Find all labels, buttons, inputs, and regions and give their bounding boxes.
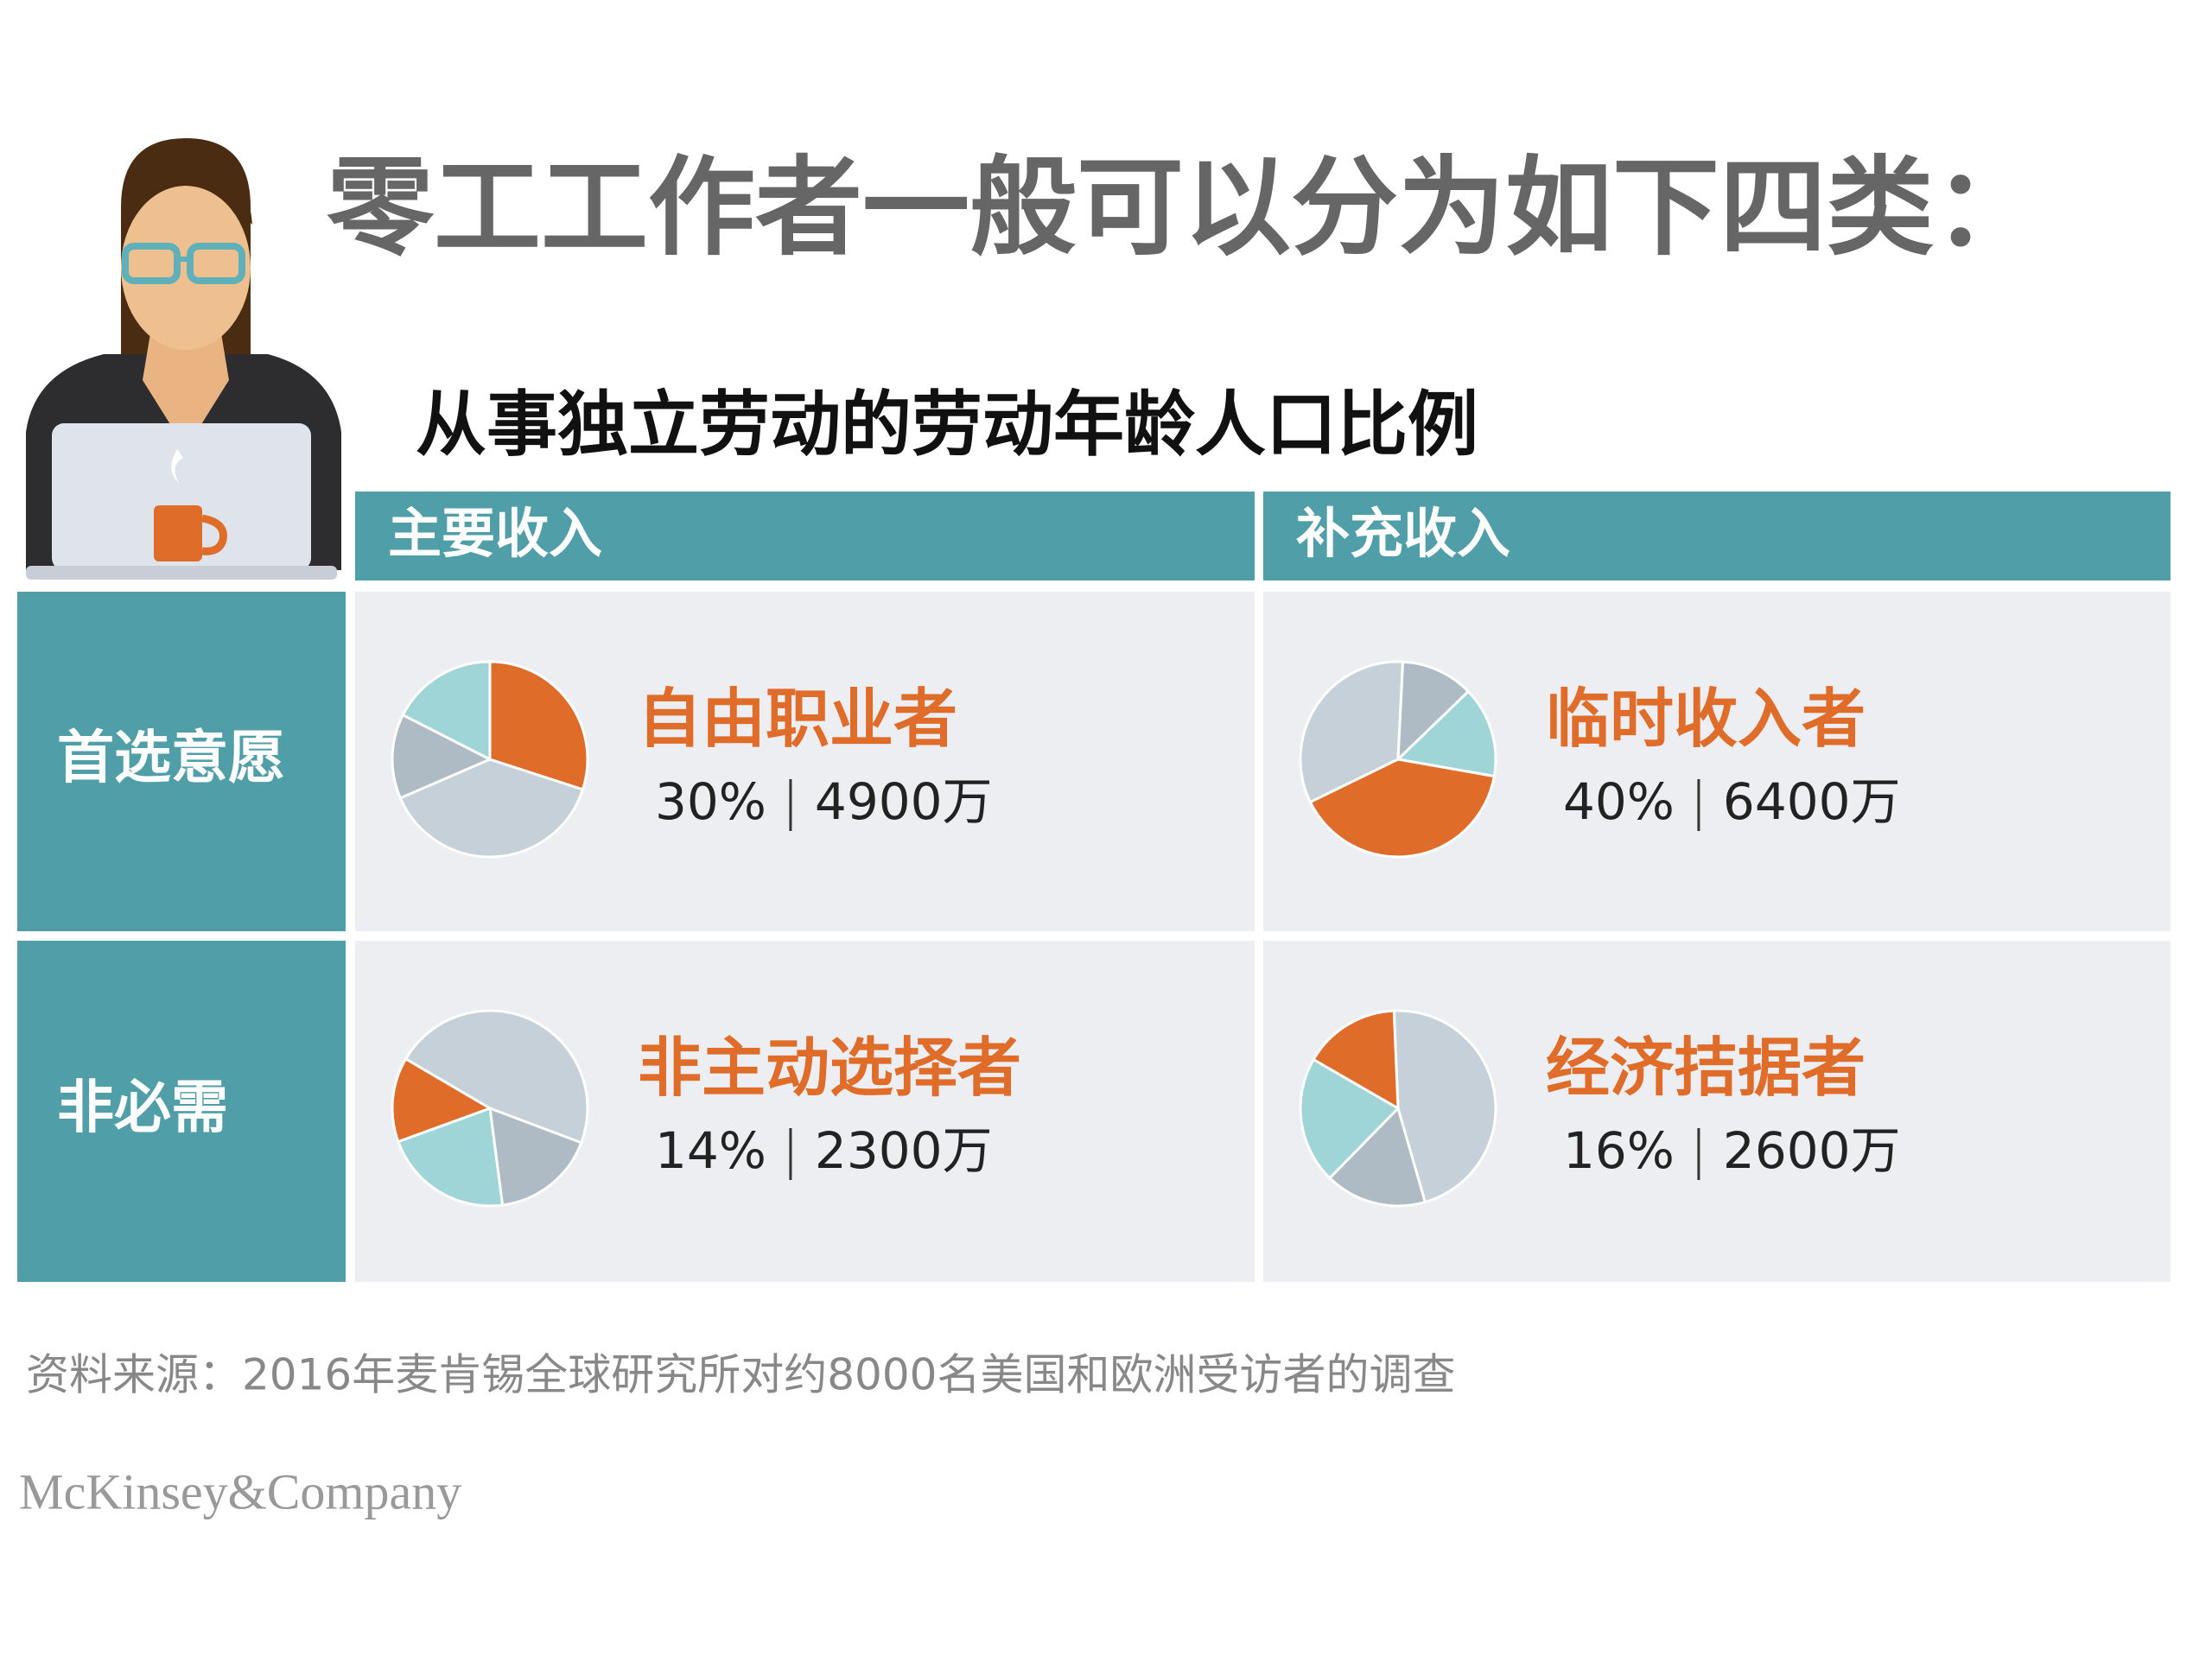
pie-slice-other [488, 1106, 583, 1207]
count-label: 2300万 [815, 1121, 993, 1180]
pie-slice-other [1327, 1106, 1427, 1208]
percent-label: 30% [655, 772, 766, 831]
percent-label: 14% [655, 1121, 766, 1180]
row-header-label: 首选意愿 [57, 725, 285, 791]
percent-label: 16% [1563, 1121, 1675, 1180]
category-label: 自由职业者 [638, 682, 957, 757]
pie-slice-other [401, 660, 492, 762]
column-header [355, 492, 1255, 580]
count-label: 4900万 [815, 772, 993, 831]
count-label: 2600万 [1723, 1121, 1901, 1180]
pie-slice [1308, 758, 1497, 859]
pie-slice-other [1392, 1009, 1497, 1204]
pie-slice-other [404, 1009, 589, 1145]
pie-slice-other [1395, 689, 1497, 778]
category-label: 临时收入者 [1546, 682, 1866, 757]
pie-slice-other [1396, 660, 1471, 763]
count-label: 6400万 [1723, 772, 1901, 831]
row-header-label: 非必需 [57, 1075, 228, 1141]
pie-slice [488, 660, 589, 791]
pie-slice [1312, 1009, 1400, 1111]
illustration [26, 138, 341, 580]
subtitle: 从事独立劳动的劳动年龄人口比例 [416, 384, 1478, 466]
pie-slice-other [1299, 660, 1405, 804]
column-header-label: 主要收入 [388, 502, 602, 565]
column-header-label: 补充收入 [1296, 502, 1510, 565]
pie-slice-other [398, 758, 585, 859]
category-label: 经济拮据者 [1546, 1031, 1866, 1106]
column-header [1263, 492, 2171, 580]
pie-slice [391, 1056, 493, 1144]
row-header [17, 941, 346, 1282]
title: 零工工作者一般可以分为如下四类： [327, 146, 2041, 270]
pie-slice-other [1299, 1057, 1401, 1180]
row-header [17, 592, 346, 931]
percent-label: 40% [1563, 772, 1675, 831]
category-label: 非主动选择者 [638, 1031, 1021, 1106]
pie-slice-other [391, 713, 493, 800]
logo: McKinsey&Company [19, 1463, 461, 1519]
source-note: 资料来源：2016年麦肯锡全球研究所对约8000名美国和欧洲受访者的调查 [26, 1350, 1456, 1400]
